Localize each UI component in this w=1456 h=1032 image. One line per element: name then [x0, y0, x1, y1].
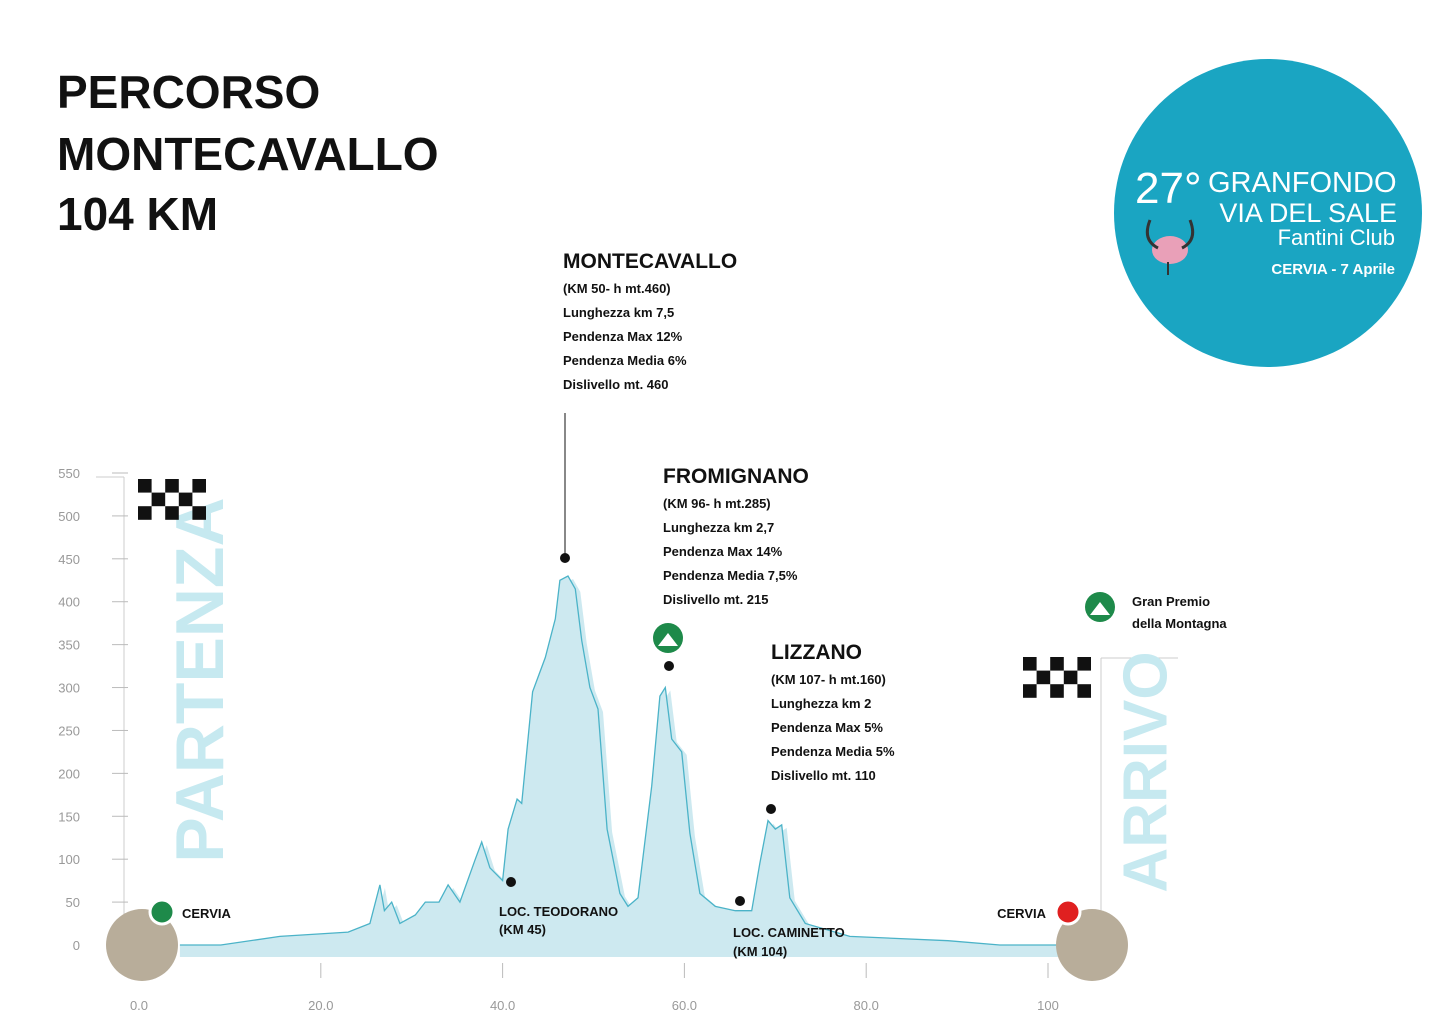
- y-tick-label: 100: [58, 852, 80, 867]
- finish-dot: [1054, 898, 1082, 926]
- plot: 0 50 100 150 200 250 300 350 400 450 500 550 0.0 20.0…: [58, 466, 1065, 1013]
- y-tick-label: 400: [58, 595, 80, 610]
- x-tick-label: 60.0: [672, 998, 697, 1013]
- y-tick-label: 250: [58, 723, 80, 738]
- x-tick-label: 20.0: [308, 998, 333, 1013]
- place-dot: [506, 877, 516, 887]
- badge-text: Fantini Club: [1278, 225, 1395, 250]
- flag-square: [151, 492, 166, 507]
- legend-gpm: Gran Premio della Montagna: [1085, 592, 1227, 631]
- climb-detail: Lunghezza km 2: [771, 696, 871, 711]
- climb-detail: Pendenza Media 5%: [771, 744, 895, 759]
- badge-text: GRANFONDO: [1208, 167, 1397, 199]
- climb-detail: Pendenza Media 7,5%: [663, 568, 798, 583]
- checkered-flags: [138, 479, 1091, 698]
- climb-detail: (KM 107- h mt.160): [771, 672, 886, 687]
- climb-name: MONTECAVALLO: [563, 250, 737, 273]
- place-label: (KM 104): [733, 944, 787, 959]
- badge-text: CERVIA - 7 Aprile: [1271, 261, 1395, 278]
- climb-detail: Lunghezza km 2,7: [663, 520, 774, 535]
- flag-square: [138, 506, 152, 520]
- flag-square: [1036, 670, 1051, 685]
- legend-text: della Montagna: [1132, 616, 1227, 631]
- gpm-icon: [653, 623, 683, 653]
- title-line: MONTECAVALLO: [57, 128, 439, 180]
- flag-square: [1050, 657, 1064, 671]
- flag-square: [1050, 684, 1064, 698]
- climb-detail: Pendenza Max 14%: [663, 544, 783, 559]
- y-tick-label: 450: [58, 552, 80, 567]
- y-tick-label: 300: [58, 681, 80, 696]
- flag-square: [1063, 670, 1078, 685]
- climb-detail: (KM 50- h mt.460): [563, 281, 671, 296]
- start-label: PARTENZA: [162, 497, 238, 862]
- flag-square: [138, 479, 152, 493]
- climb-detail: Dislivello mt. 215: [663, 592, 769, 607]
- town-photo: [1056, 909, 1128, 981]
- y-tick-label: 350: [58, 638, 80, 653]
- climb-detail: (KM 96- h mt.285): [663, 496, 771, 511]
- x-tick-label: 100: [1037, 998, 1059, 1013]
- flag-square: [192, 506, 206, 520]
- peak-dot: [766, 804, 776, 814]
- y-tick-label: 0: [73, 938, 80, 953]
- x-tick-label: 40.0: [490, 998, 515, 1013]
- place-label: LOC. TEODORANO: [499, 904, 618, 919]
- start-dot: [148, 898, 176, 926]
- x-tick-label: 80.0: [854, 998, 879, 1013]
- flag-square: [165, 479, 179, 493]
- badge-circle: [1114, 59, 1422, 367]
- legend-text: Gran Premio: [1132, 594, 1210, 609]
- y-tick-label: 500: [58, 509, 80, 524]
- title-line: PERCORSO: [57, 66, 320, 118]
- flamingo-icon: [1145, 219, 1195, 275]
- flag-square: [1077, 657, 1091, 671]
- flag-square: [165, 506, 179, 520]
- place-label: LOC. CAMINETTO: [733, 925, 845, 940]
- place-dot: [735, 896, 745, 906]
- climb-name: LIZZANO: [771, 641, 862, 664]
- climb-detail: Dislivello mt. 110: [771, 768, 876, 783]
- profile-line: [179, 575, 1060, 946]
- y-tick-label: 200: [58, 766, 80, 781]
- flag-square: [192, 479, 206, 493]
- flag-square: [1077, 684, 1091, 698]
- town-photo: [106, 909, 178, 981]
- climb-annotations: MONTECAVALLO (KM 50- h mt.460) Lunghezza k…: [563, 250, 895, 783]
- town-label: CERVIA: [182, 906, 231, 921]
- climb-detail: Lunghezza km 7,5: [563, 305, 674, 320]
- y-tick-label: 150: [58, 809, 80, 824]
- climb-detail: Pendenza Max 12%: [563, 329, 683, 344]
- finish-label: ARRIVO: [1111, 651, 1180, 892]
- place-label: (KM 45): [499, 922, 546, 937]
- climb-detail: Dislivello mt. 460: [563, 377, 669, 392]
- flag-square: [1023, 684, 1037, 698]
- area: [179, 576, 1060, 957]
- peak-dot: [664, 661, 674, 671]
- town-label: CERVIA: [997, 906, 1046, 921]
- climb-detail: Pendenza Media 6%: [563, 353, 687, 368]
- badge-text: VIA DEL SALE: [1219, 198, 1397, 228]
- title-line: 104 KM: [57, 188, 218, 240]
- climb-name: FROMIGNANO: [663, 465, 809, 488]
- flag-square: [1023, 657, 1037, 671]
- badge-number: 27°: [1135, 164, 1202, 213]
- flag-square: [178, 492, 193, 507]
- y-tick-label: 550: [58, 466, 80, 481]
- y-tick-label: 50: [66, 895, 80, 910]
- climb-detail: Pendenza Max 5%: [771, 720, 883, 735]
- peak-dot: [560, 553, 570, 563]
- x-tick-label: 0.0: [130, 998, 148, 1013]
